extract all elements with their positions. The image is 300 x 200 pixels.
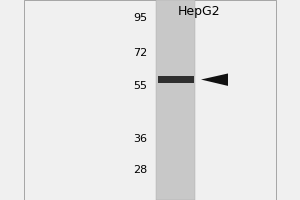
Text: 36: 36 [133, 134, 147, 144]
FancyBboxPatch shape [156, 0, 195, 200]
Polygon shape [201, 73, 228, 86]
Text: 72: 72 [133, 48, 147, 58]
Text: 28: 28 [133, 165, 147, 175]
Text: 95: 95 [133, 13, 147, 23]
FancyBboxPatch shape [24, 0, 276, 200]
Text: 55: 55 [133, 81, 147, 91]
FancyBboxPatch shape [158, 76, 194, 83]
Text: HepG2: HepG2 [178, 5, 221, 18]
